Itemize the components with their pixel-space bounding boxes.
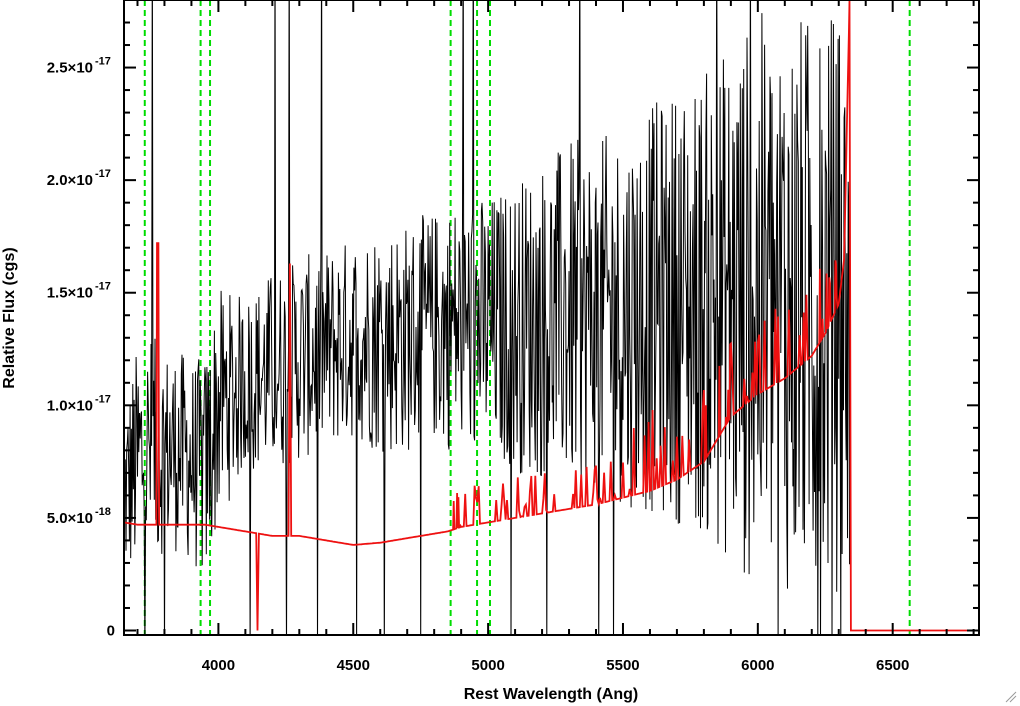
- y-tick-exponent: -17: [95, 168, 111, 180]
- x-tick-label: 6000: [741, 657, 774, 674]
- y-tick-exponent: -18: [95, 506, 111, 518]
- y-tick-label: 2.0×10: [47, 172, 93, 189]
- y-tick-exponent: -17: [95, 393, 111, 405]
- x-tick-label: 4500: [337, 657, 370, 674]
- y-tick-exponent: -17: [95, 281, 111, 293]
- x-tick-label: 5500: [606, 657, 639, 674]
- y-tick-label: 1.5×10: [47, 285, 93, 302]
- series-line-2: [124, 0, 979, 632]
- y-tick-label: 2.5×10: [47, 60, 93, 77]
- series-line-1: [124, 0, 850, 635]
- axis-ticks: [124, 0, 979, 635]
- plot-frame: [123, 0, 980, 636]
- y-tick-label: 0: [107, 622, 115, 639]
- x-tick-label: 4000: [202, 657, 235, 674]
- series-layer: [124, 0, 979, 635]
- reference-lines: [143, 0, 911, 635]
- resize-grip-icon[interactable]: [1005, 691, 1017, 703]
- tick-labels: 4000 4500 5000 5500 6000 6500 0 5.0×10 -18 1.0×10…: [47, 56, 910, 674]
- x-axis-title: Rest Wavelength (Ang): [464, 686, 639, 703]
- y-tick-label: 5.0×10: [47, 510, 93, 527]
- y-tick-label: 1.0×10: [47, 397, 93, 414]
- x-tick-label: 5000: [471, 657, 504, 674]
- y-tick-exponent: -17: [95, 56, 111, 68]
- x-tick-label: 6500: [876, 657, 909, 674]
- y-axis-title: Relative Flux (cgs): [1, 247, 18, 388]
